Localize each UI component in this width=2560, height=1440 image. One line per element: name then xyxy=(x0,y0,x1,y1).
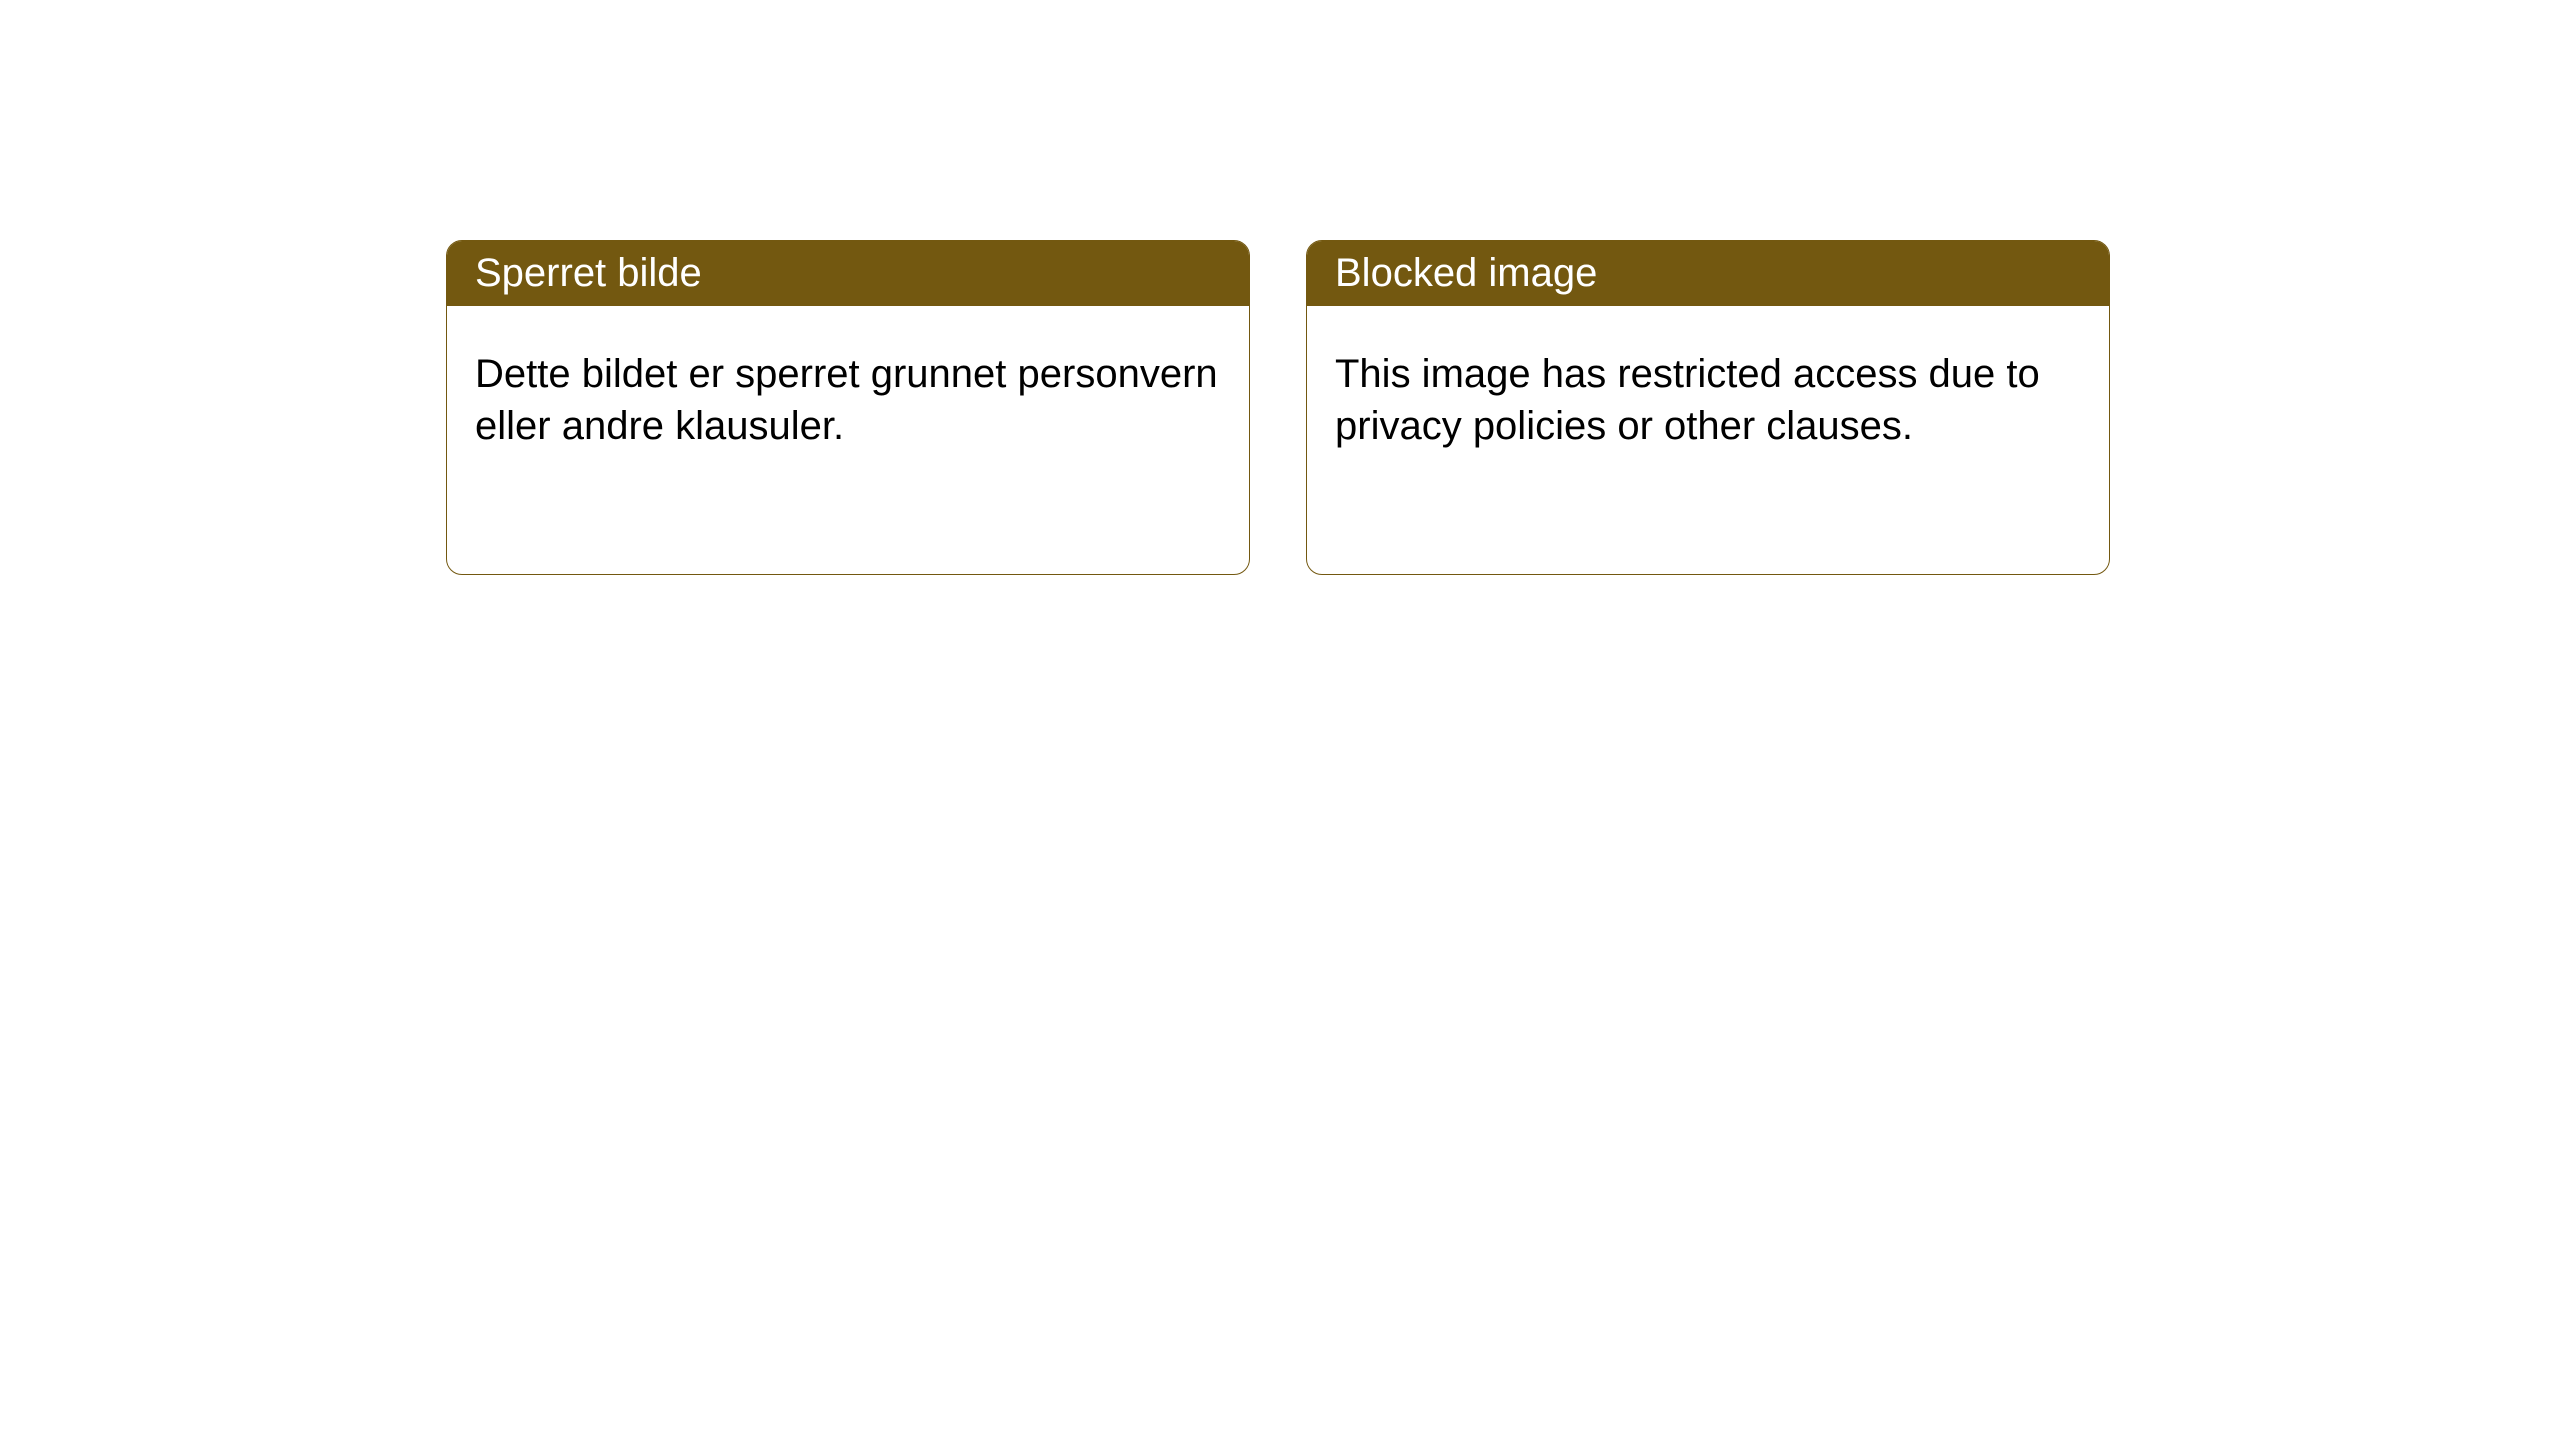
notice-title-no: Sperret bilde xyxy=(475,251,702,295)
notice-header-en: Blocked image xyxy=(1307,241,2109,306)
blocked-image-notice-en: Blocked image This image has restricted … xyxy=(1306,240,2110,575)
notice-body-no: Dette bildet er sperret grunnet personve… xyxy=(447,306,1249,494)
notice-body-text-en: This image has restricted access due to … xyxy=(1335,352,2040,448)
blocked-image-notice-no: Sperret bilde Dette bildet er sperret gr… xyxy=(446,240,1250,575)
notice-body-en: This image has restricted access due to … xyxy=(1307,306,2109,494)
notice-body-text-no: Dette bildet er sperret grunnet personve… xyxy=(475,352,1218,448)
blocked-image-notice-container: Sperret bilde Dette bildet er sperret gr… xyxy=(446,240,2560,575)
notice-header-no: Sperret bilde xyxy=(447,241,1249,306)
notice-title-en: Blocked image xyxy=(1335,251,1597,295)
